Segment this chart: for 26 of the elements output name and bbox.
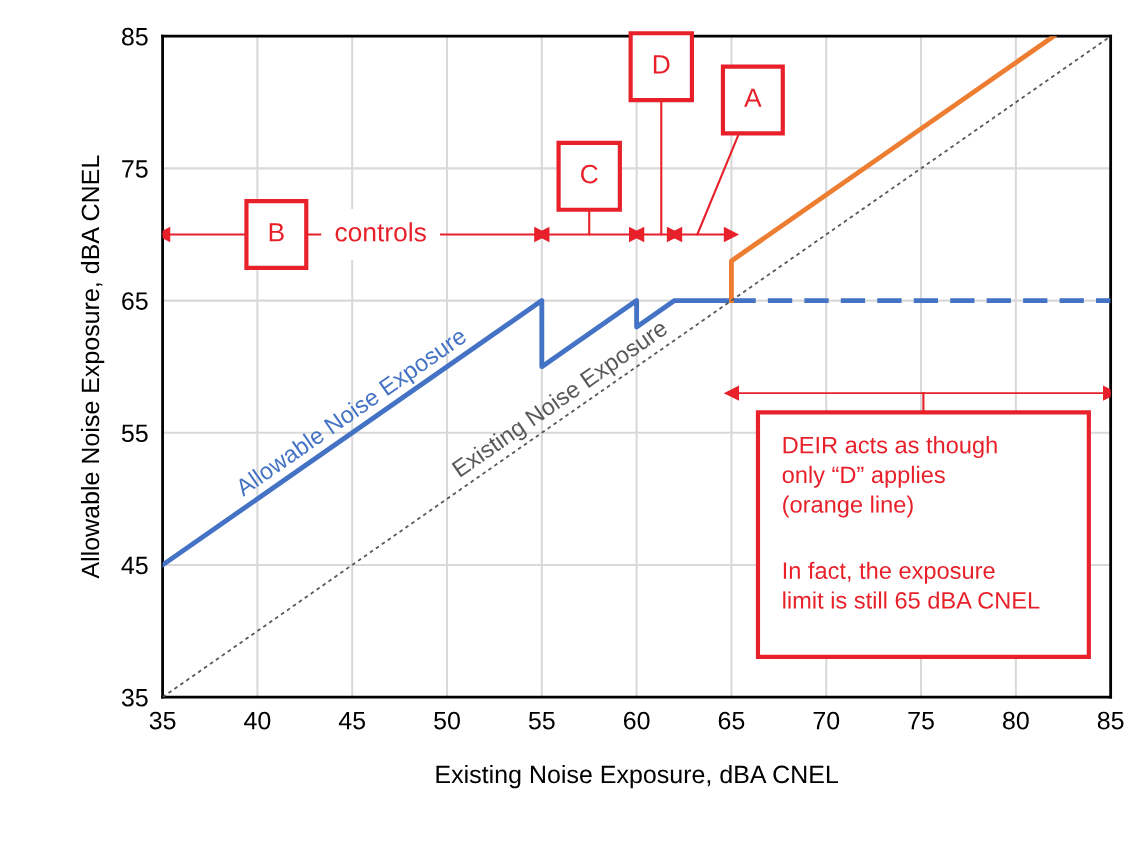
- x-tick-label: 80: [1003, 711, 1029, 730]
- x-tick-label: 85: [1097, 711, 1124, 730]
- x-tick-label: 50: [434, 711, 460, 730]
- annotation: In fact, the exposure limit is still 65 dBA CNEL: [783, 561, 1040, 609]
- annotation: controls: [335, 222, 426, 242]
- annotation: B: [269, 223, 284, 242]
- y-axis-title: Allowable Noise Exposure, dBA CNEL: [80, 155, 105, 579]
- x-tick-label: 55: [528, 711, 555, 730]
- x-tick-label: 70: [813, 711, 840, 730]
- annotation: A: [744, 88, 762, 107]
- x-tick-label: 40: [244, 711, 271, 730]
- y-tick-label: 45: [121, 556, 148, 575]
- y-tick-label: 35: [121, 688, 148, 707]
- y-tick-label: 55: [121, 424, 148, 443]
- annotation: C: [581, 164, 598, 184]
- x-tick-label: 45: [338, 711, 366, 730]
- y-tick-label: 85: [121, 27, 148, 46]
- annotation: DEIR acts as though only “D” applies (orange line): [782, 436, 997, 518]
- x-tick-label: 65: [718, 711, 745, 730]
- x-tick-label: 35: [149, 711, 176, 730]
- x-tick-label: 75: [908, 711, 934, 730]
- x-tick-label: 60: [623, 711, 650, 730]
- y-tick-label: 65: [122, 292, 148, 310]
- x-axis-title: Existing Noise Exposure, dBA CNEL: [436, 764, 838, 789]
- annotation: D: [653, 55, 670, 74]
- y-tick-label: 75: [122, 160, 148, 178]
